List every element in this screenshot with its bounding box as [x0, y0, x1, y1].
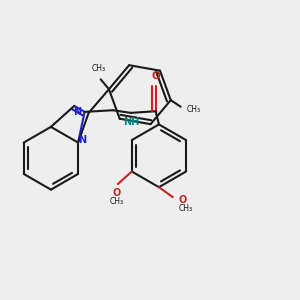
Text: CH₃: CH₃ [92, 64, 106, 74]
Text: O: O [113, 188, 121, 198]
Text: O: O [179, 195, 187, 205]
Text: CH₃: CH₃ [187, 105, 201, 114]
Text: N: N [73, 107, 81, 117]
Text: CH₃: CH₃ [179, 204, 193, 213]
Text: NH: NH [123, 117, 139, 127]
Text: CH₃: CH₃ [110, 197, 124, 206]
Text: N: N [78, 135, 86, 145]
Text: O: O [151, 70, 160, 80]
